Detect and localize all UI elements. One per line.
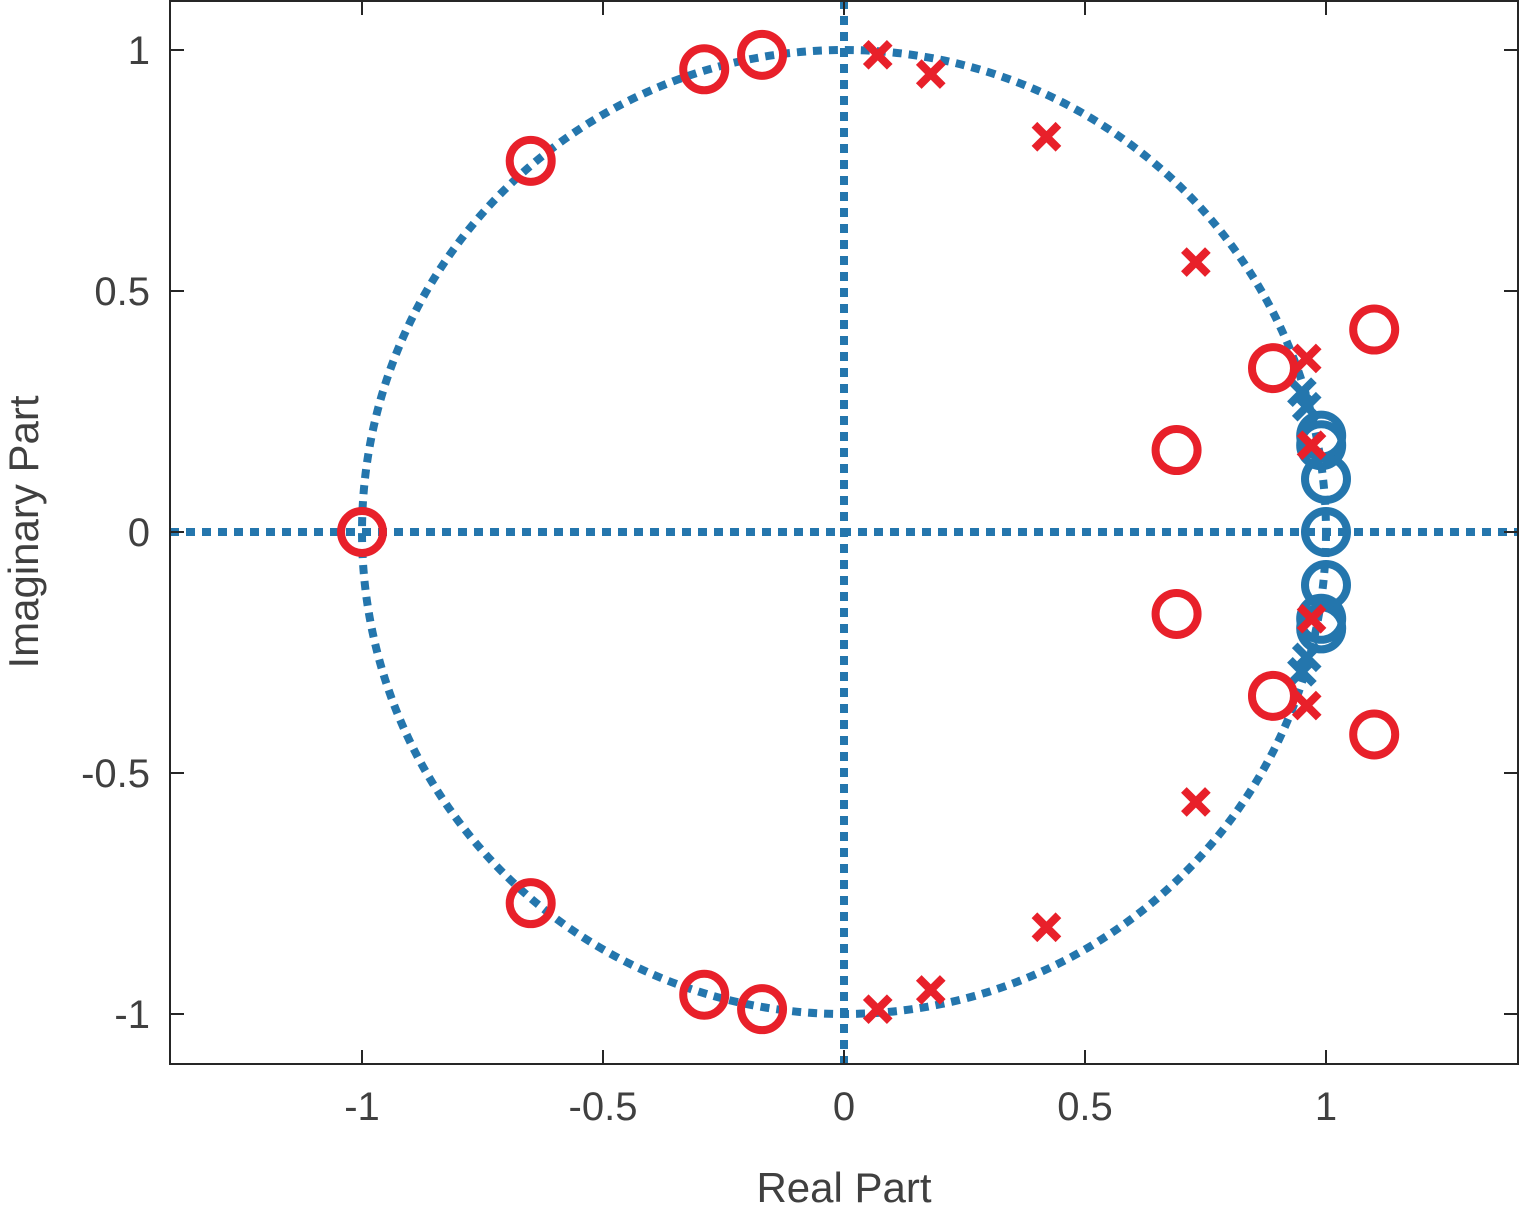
zero-marker [1349,304,1400,355]
pole-marker [1291,690,1322,721]
zero-marker [1151,425,1202,476]
zero-marker [1296,420,1347,471]
zero-marker [1301,507,1351,557]
series-1 [1287,377,1322,687]
zero-marker [1349,709,1400,760]
zero-marker [505,135,556,186]
zero-marker [1247,670,1298,721]
series-0 [1296,410,1351,654]
y-tick-label: -1 [114,993,150,1037]
pole-marker [1291,343,1322,374]
pole-marker [1181,787,1211,817]
pole-marker [862,39,893,70]
zero-marker [337,507,387,557]
zero-marker [737,29,788,80]
pole-marker [915,975,946,1005]
x-tick-label: 0.5 [1057,1085,1113,1129]
x-tick-label: 0 [833,1085,855,1129]
pole-marker [862,994,893,1025]
series-3 [862,39,1327,1025]
reference-lines [170,0,1518,1064]
pole-marker [1031,912,1062,943]
zero-marker [1301,453,1351,504]
y-tick-label: 1 [128,29,150,73]
pole-marker [1287,656,1317,687]
x-tick-label: -0.5 [569,1085,638,1129]
pole-marker [915,59,946,89]
x-tick-label: -1 [344,1085,380,1129]
zero-marker [505,878,556,929]
y-axis-ticks: -1 -0.5 0 0.5 1 [81,29,1518,1037]
pole-marker [1181,247,1211,277]
y-axis-label: Imaginary Part [0,395,47,668]
data-markers [337,29,1400,1035]
zero-marker [679,969,730,1020]
zero-marker [737,984,788,1035]
pole-marker [1296,603,1327,634]
pole-marker [1291,391,1322,422]
zero-marker [1247,343,1298,394]
y-tick-label: 0 [128,511,150,555]
x-axis-label: Real Part [756,1164,931,1208]
series-2 [337,29,1400,1035]
x-axis-ticks: -1 -0.5 0 0.5 1 [344,1,1337,1129]
zero-marker [1151,588,1202,639]
zero-marker [679,44,730,95]
x-tick-label: 1 [1315,1085,1337,1129]
y-tick-label: -0.5 [81,752,150,796]
pole-marker [1031,121,1062,152]
pole-marker [1296,430,1327,461]
y-tick-label: 0.5 [94,270,150,314]
